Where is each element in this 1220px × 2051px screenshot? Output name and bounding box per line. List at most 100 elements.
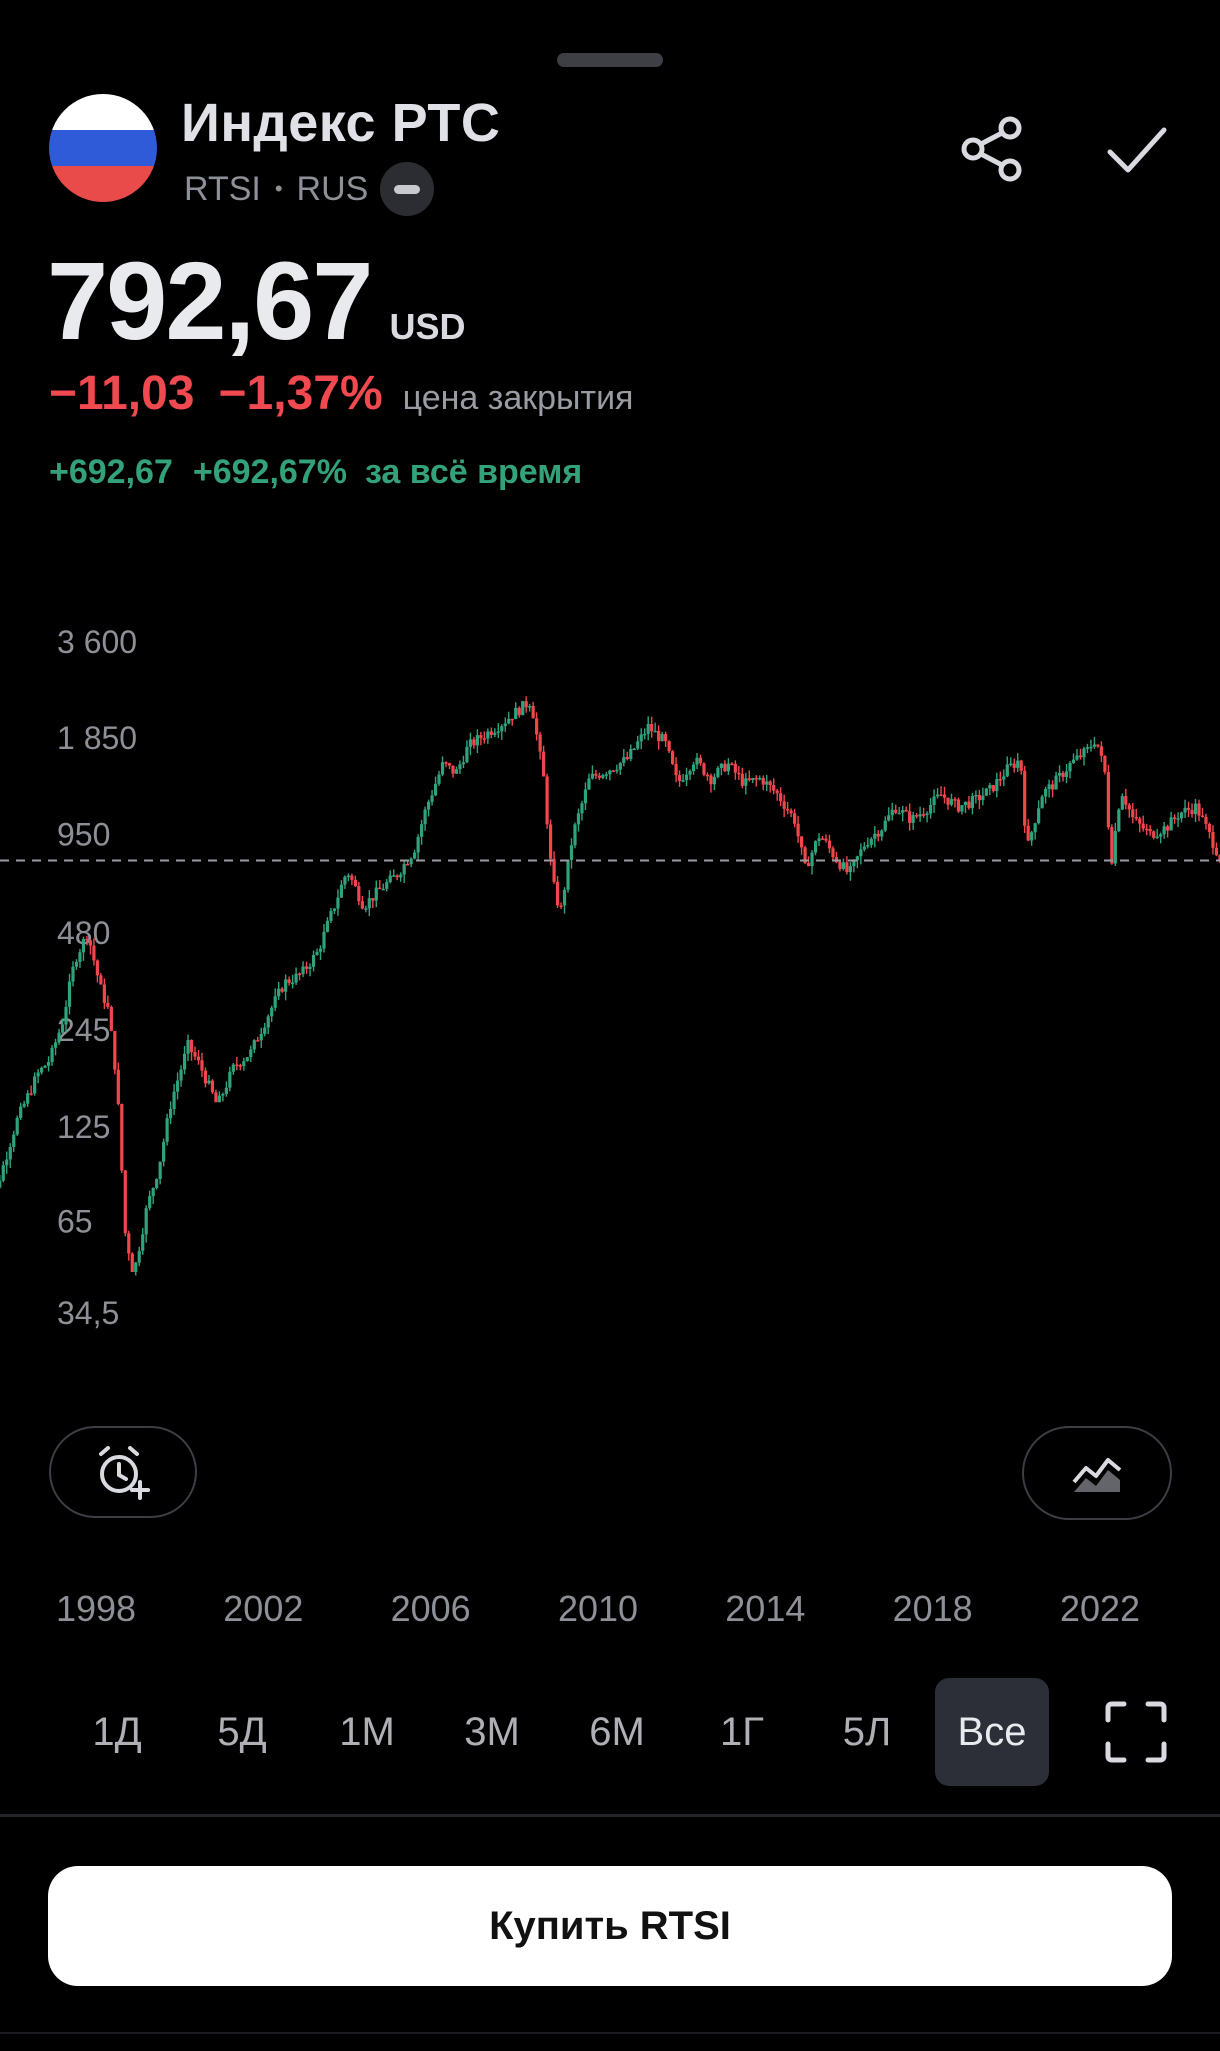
candle-body	[928, 805, 933, 814]
candle-body	[364, 908, 368, 910]
candle-body	[981, 795, 985, 801]
candle-body	[587, 778, 591, 790]
candle-body	[210, 1080, 215, 1093]
period-1[interactable]: 5Д	[217, 1709, 267, 1754]
change-abs: −11,03	[49, 367, 195, 420]
candle-body	[74, 961, 79, 967]
candle-body	[632, 748, 636, 751]
candle-body	[318, 948, 323, 952]
candle-body	[287, 979, 291, 983]
candle-body	[1009, 763, 1013, 766]
y-tick-label: 65	[57, 1204, 93, 1240]
instrument-name: Индекс РТС	[181, 93, 501, 153]
alltime-change: +692,67 +692,67% за всё время	[49, 453, 582, 492]
period-4[interactable]: 6М	[589, 1709, 645, 1754]
candle-body	[395, 875, 399, 878]
candle-body	[793, 813, 797, 824]
candle-body	[772, 785, 776, 791]
candle-body	[33, 1076, 37, 1094]
candle-body	[503, 723, 507, 727]
candle-body	[228, 1071, 232, 1088]
candle-body	[883, 820, 887, 831]
candle-body	[165, 1118, 169, 1142]
candle-body	[667, 741, 671, 752]
candle-body	[601, 775, 605, 778]
candle-body	[535, 718, 539, 735]
candle-body	[695, 757, 699, 765]
candle-body	[594, 773, 598, 776]
candle-body	[1064, 771, 1069, 777]
candle-body	[19, 1106, 23, 1118]
candle-body	[5, 1159, 9, 1166]
candle-body	[301, 966, 305, 975]
candle-body	[545, 776, 549, 825]
candle-body	[1023, 770, 1027, 826]
candle-body	[1019, 760, 1023, 771]
candle-body	[761, 777, 765, 785]
candle-body	[221, 1093, 225, 1096]
drag-handle[interactable]	[557, 53, 663, 67]
candle-body	[259, 1033, 263, 1041]
watchlist-check-button[interactable]	[1102, 116, 1172, 186]
candle-body	[681, 780, 685, 782]
candle-body	[57, 1032, 61, 1043]
period-2[interactable]: 1М	[339, 1709, 395, 1754]
period-3[interactable]: 3М	[464, 1709, 520, 1754]
candle-body	[360, 901, 364, 909]
x-tick-label: 1998	[55, 1588, 137, 1629]
fullscreen-button[interactable]	[1104, 1700, 1168, 1764]
market-closed-icon	[380, 162, 435, 216]
x-tick-label: 2014	[725, 1588, 806, 1629]
candle-body	[134, 1262, 138, 1272]
candle-body	[827, 840, 832, 849]
candle-body	[786, 808, 790, 811]
period-0[interactable]: 1Д	[92, 1709, 142, 1754]
candle-body	[22, 1103, 26, 1107]
candle-body	[447, 763, 452, 766]
candle-body	[1179, 812, 1184, 819]
candle-body	[580, 803, 584, 814]
chart-type-button[interactable]	[1022, 1426, 1172, 1520]
candle-body	[991, 785, 995, 792]
candle-body	[702, 763, 706, 775]
candle-body	[433, 783, 438, 796]
candle-body	[1211, 831, 1215, 848]
candle-body	[120, 1104, 124, 1171]
candle-body	[946, 797, 950, 805]
period-5[interactable]: 1Г	[720, 1709, 764, 1754]
candle-body	[625, 757, 629, 760]
candle-body	[862, 846, 866, 850]
candle-body	[238, 1065, 242, 1067]
candle-body	[908, 811, 912, 823]
candle-body	[64, 1006, 68, 1025]
candle-body	[904, 810, 908, 812]
candle-body	[831, 848, 835, 858]
candle-body	[409, 858, 413, 865]
share-button[interactable]	[958, 114, 1028, 184]
change-label: цена закрытия	[402, 379, 634, 417]
y-tick-label: 950	[57, 816, 110, 852]
candle-body	[1176, 818, 1180, 820]
candle-body	[611, 770, 615, 773]
buy-button[interactable]: Купить RTSI	[48, 1866, 1172, 1986]
add-alert-button[interactable]	[49, 1426, 197, 1518]
candle-body	[325, 920, 330, 932]
candle-body	[182, 1053, 187, 1070]
candle-body	[500, 726, 504, 732]
candle-body	[1071, 759, 1076, 764]
candle-body	[430, 795, 434, 802]
candle-body	[684, 774, 689, 781]
candle-body	[817, 838, 821, 842]
candle-body	[813, 841, 818, 853]
alltime-abs: +692,67	[49, 453, 173, 491]
period-7[interactable]: Все	[935, 1678, 1049, 1786]
candle-body	[1050, 784, 1055, 790]
candle-body	[123, 1170, 127, 1234]
candle-body	[336, 897, 340, 909]
candle-body	[392, 875, 396, 877]
period-6[interactable]: 5Л	[842, 1709, 892, 1754]
candle-body	[1037, 808, 1041, 824]
candle-body	[1145, 828, 1149, 831]
candle-body	[332, 908, 337, 911]
